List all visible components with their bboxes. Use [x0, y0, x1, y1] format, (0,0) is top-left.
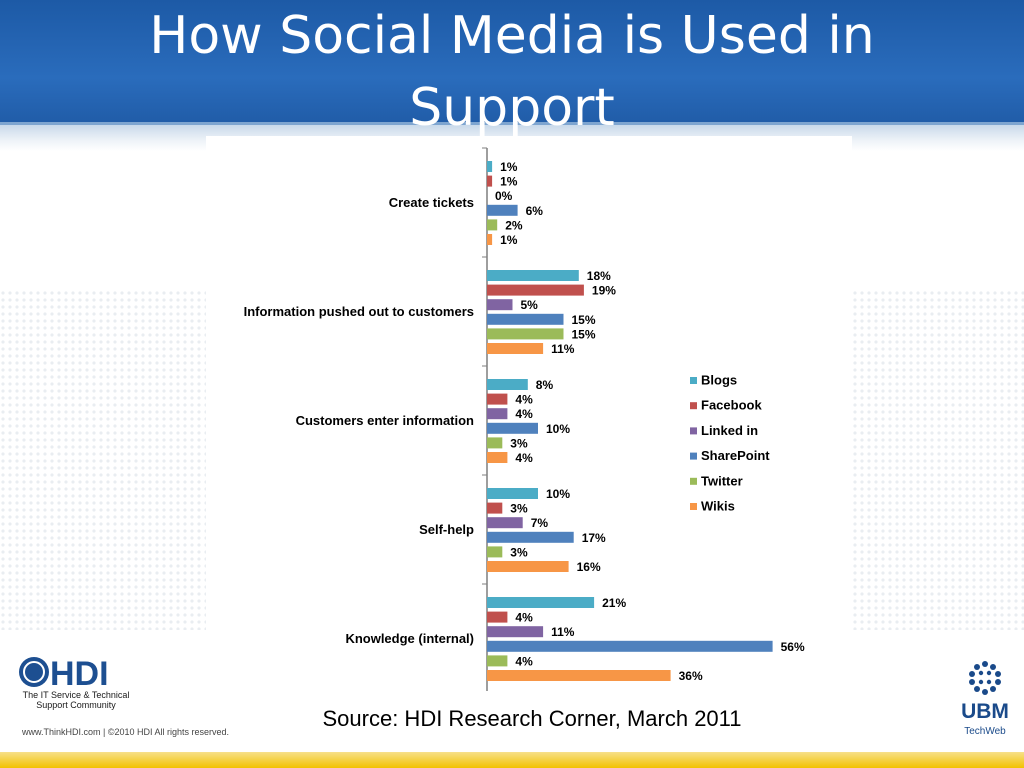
legend-swatch: [690, 402, 697, 410]
bar: [487, 204, 518, 216]
category-label: Information pushed out to customers: [244, 304, 474, 319]
bar: [487, 655, 508, 667]
bar: [487, 670, 671, 681]
bar: [487, 422, 538, 434]
bar: [487, 546, 503, 558]
data-label: 0%: [495, 189, 513, 203]
data-label: 11%: [551, 625, 575, 639]
data-label: 8%: [536, 378, 554, 392]
data-label: 36%: [679, 669, 703, 683]
bar: [487, 531, 574, 543]
bar: [487, 393, 508, 405]
legend-swatch: [690, 477, 697, 485]
chart-panel: Create tickets 1% 1% 0% 6% 2% 1% Information pu…: [206, 136, 852, 694]
category-label: Self-help: [419, 522, 474, 537]
bar: [487, 219, 498, 231]
data-label: 1%: [500, 175, 518, 189]
bar: [487, 597, 595, 608]
bar: [487, 161, 493, 172]
title-line-1: How Social Media is Used in: [149, 6, 875, 66]
bar: [487, 313, 564, 325]
slide-title: How Social Media is Used in Support: [0, 0, 1024, 144]
data-label: 4%: [515, 654, 533, 668]
bottom-stripe: [0, 752, 1024, 768]
data-label: 3%: [510, 436, 528, 450]
data-label: 3%: [510, 502, 528, 516]
hdi-logo: HDI: [19, 655, 109, 693]
legend-swatch: [690, 427, 697, 435]
data-label: 10%: [546, 422, 570, 436]
legend-swatch: [690, 503, 697, 510]
data-label: 1%: [500, 233, 518, 247]
bar: [487, 640, 773, 652]
hdi-tagline: The IT Service & Technical Support Commu…: [14, 690, 138, 710]
bar: [487, 561, 569, 572]
legend-label: Twitter: [701, 473, 743, 488]
title-line-2: Support: [409, 78, 615, 138]
source-caption: Source: HDI Research Corner, March 2011: [322, 706, 742, 731]
bar: [487, 437, 503, 449]
data-label: 4%: [515, 393, 533, 407]
bar: [487, 328, 564, 340]
hdi-tagline-line-1: The IT Service & Technical: [22, 690, 130, 700]
data-label: 16%: [577, 560, 601, 574]
data-label: 4%: [515, 451, 533, 465]
data-label: 56%: [781, 640, 805, 654]
legend-swatch: [690, 452, 697, 460]
data-label: 21%: [602, 596, 626, 610]
data-label: 2%: [505, 218, 523, 232]
bar: [487, 234, 493, 245]
legend-label: Wikis: [701, 499, 735, 514]
bar: [487, 343, 544, 354]
category-label: Knowledge (internal): [345, 631, 474, 646]
category-label: Customers enter information: [296, 413, 474, 428]
data-label: 7%: [531, 516, 549, 530]
hdi-tagline-line-2: Support Community: [36, 700, 116, 710]
legend-label: SharePoint: [701, 448, 770, 463]
data-label: 19%: [592, 284, 616, 298]
data-label: 4%: [515, 407, 533, 421]
decorative-dots-right: [852, 290, 1024, 630]
bar: [487, 611, 508, 623]
data-label: 15%: [572, 313, 596, 327]
data-label: 1%: [500, 160, 518, 174]
data-label: 10%: [546, 487, 570, 501]
bar: [487, 626, 544, 638]
ubm-name: UBM: [961, 700, 1009, 723]
bar: [487, 379, 528, 390]
data-label: 15%: [572, 327, 596, 341]
data-label: 18%: [587, 269, 611, 283]
bar: [487, 502, 503, 514]
legend-label: Linked in: [701, 423, 758, 438]
bar: [487, 408, 508, 420]
data-label: 11%: [551, 342, 575, 356]
header-banner: [0, 0, 1024, 130]
footer-copyright: www.ThinkHDI.com | ©2010 HDI All rights …: [22, 727, 230, 737]
hdi-logo-text: HDI: [50, 655, 109, 693]
bar: [487, 517, 523, 529]
bar: [487, 175, 493, 187]
bar: [487, 299, 513, 311]
legend-label: Facebook: [701, 398, 762, 413]
data-label: 6%: [526, 204, 544, 218]
legend-label: Blogs: [701, 373, 737, 388]
bar: [487, 452, 508, 463]
data-label: 4%: [515, 611, 533, 625]
bar: [487, 488, 538, 499]
legend-swatch: [690, 377, 697, 384]
bar: [487, 284, 584, 296]
data-label: 17%: [582, 531, 606, 545]
ubm-subtitle: TechWeb: [964, 726, 1006, 737]
data-label: 3%: [510, 545, 528, 559]
ubm-logo-icon: [969, 661, 1001, 695]
decorative-dots-left: [0, 290, 206, 630]
data-label: 5%: [521, 298, 539, 312]
category-label: Create tickets: [389, 195, 474, 210]
bar: [487, 270, 579, 281]
